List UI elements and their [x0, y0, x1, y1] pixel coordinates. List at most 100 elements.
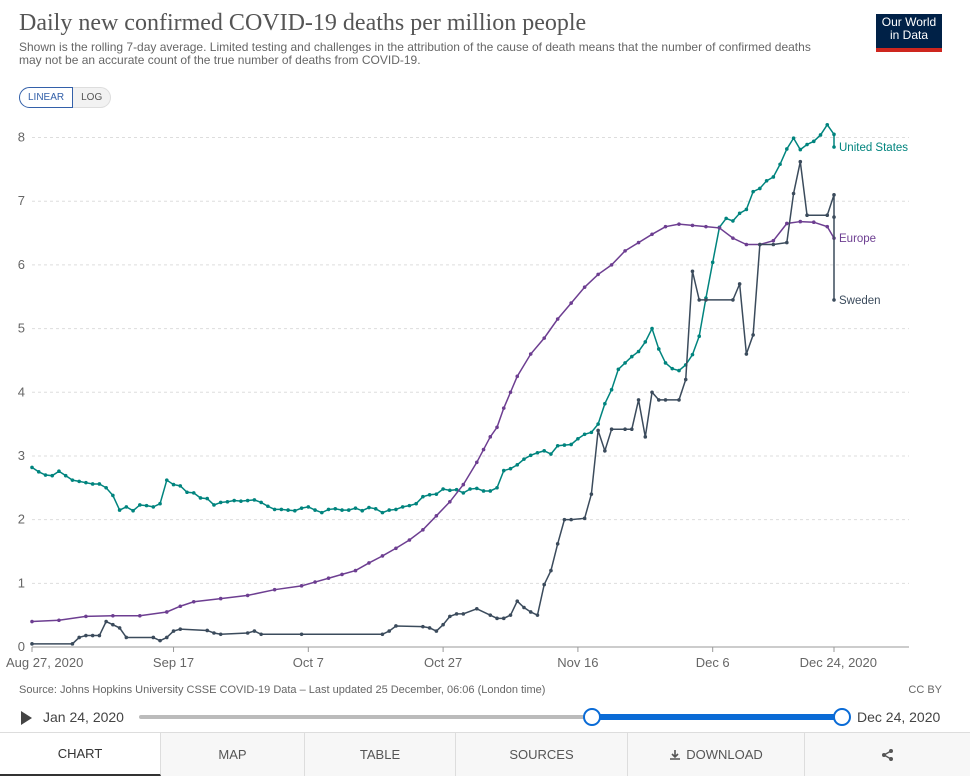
- x-tick-label: Dec 6: [696, 655, 730, 670]
- data-point-united-states: [778, 162, 782, 167]
- data-point-united-states: [299, 506, 304, 510]
- data-point-united-states: [131, 508, 135, 513]
- y-tick-label: 3: [18, 448, 25, 463]
- data-point-united-states: [367, 505, 371, 510]
- data-point-united-states: [677, 368, 681, 373]
- source-note[interactable]: Source: Johns Hopkins University CSSE CO…: [19, 684, 546, 696]
- data-point-sweden: [30, 642, 34, 646]
- data-point-united-states: [232, 498, 236, 503]
- y-tick-label: 6: [18, 257, 25, 272]
- data-point-united-states: [609, 387, 614, 392]
- y-tick-label: 2: [18, 512, 25, 527]
- data-point-united-states: [360, 508, 365, 513]
- owid-logo[interactable]: Our World in Data: [876, 14, 942, 52]
- x-tick-label: Oct 27: [424, 655, 462, 670]
- data-point-united-states: [36, 470, 41, 474]
- data-point-united-states: [117, 508, 122, 512]
- data-point-europe: [771, 238, 776, 243]
- timeline-end-date: Dec 24, 2020: [857, 709, 941, 725]
- data-point-sweden: [643, 435, 648, 439]
- logo-line-2: in Data: [889, 28, 929, 42]
- data-point-sweden: [245, 631, 250, 635]
- data-point-united-states: [50, 473, 55, 478]
- data-point-sweden: [758, 242, 762, 247]
- data-point-sweden: [212, 631, 216, 635]
- log-scale-button[interactable]: LOG: [73, 87, 112, 108]
- timeline-end-handle[interactable]: [833, 708, 851, 726]
- linear-scale-button[interactable]: LINEAR: [19, 87, 74, 108]
- x-tick-label: Aug 27, 2020: [6, 655, 83, 670]
- data-point-europe: [340, 572, 344, 577]
- license-link[interactable]: CC BY: [908, 684, 942, 696]
- data-point-united-states: [340, 508, 344, 512]
- data-point-europe: [569, 301, 573, 305]
- data-point-sweden: [805, 213, 809, 217]
- data-point-sweden: [252, 629, 257, 633]
- data-point-europe: [30, 619, 34, 624]
- data-point-europe: [394, 546, 398, 551]
- tab-download[interactable]: DOWNLOAD: [628, 733, 805, 776]
- data-point-sweden: [549, 568, 553, 573]
- y-tick-label: 7: [18, 193, 25, 208]
- data-point-united-states: [791, 136, 796, 140]
- data-point-sweden: [798, 159, 803, 164]
- data-point-sweden: [528, 610, 533, 614]
- data-point-united-states: [279, 507, 284, 512]
- tab-share[interactable]: [805, 733, 970, 776]
- data-point-europe: [272, 587, 277, 592]
- data-point-united-states: [394, 507, 398, 512]
- data-point-sweden: [656, 398, 661, 402]
- data-point-sweden: [589, 492, 594, 496]
- data-point-united-states: [805, 142, 809, 147]
- data-point-united-states: [178, 484, 183, 488]
- series-line-sweden: [32, 161, 835, 645]
- tab-sources[interactable]: SOURCES: [456, 733, 628, 776]
- data-point-united-states: [421, 494, 425, 499]
- data-point-sweden: [158, 638, 162, 643]
- data-point-united-states: [528, 453, 533, 458]
- data-point-united-states: [744, 207, 749, 212]
- y-tick-label: 5: [18, 321, 25, 336]
- data-point-sweden: [630, 427, 634, 431]
- timeline-track[interactable]: [139, 715, 841, 719]
- data-point-united-states: [138, 503, 142, 507]
- data-point-united-states: [434, 492, 439, 496]
- data-point-united-states: [266, 504, 270, 509]
- data-point-europe: [245, 593, 250, 598]
- data-point-united-states: [549, 452, 553, 456]
- play-icon[interactable]: [21, 711, 32, 725]
- tab-map[interactable]: MAP: [161, 733, 305, 776]
- data-point-united-states: [832, 145, 836, 149]
- timeline: Jan 24, 2020 Dec 24, 2020: [0, 703, 970, 731]
- data-point-united-states: [319, 510, 324, 515]
- tab-table[interactable]: TABLE: [305, 733, 456, 776]
- data-point-sweden: [825, 213, 830, 217]
- data-point-united-states: [373, 506, 378, 511]
- data-point-sweden: [737, 282, 742, 286]
- data-point-europe: [650, 232, 654, 237]
- timeline-start-handle[interactable]: [583, 708, 601, 726]
- data-point-united-states: [515, 463, 520, 467]
- tab-chart[interactable]: CHART: [0, 733, 161, 776]
- data-point-sweden: [387, 629, 391, 633]
- x-tick-label: Nov 16: [557, 655, 598, 670]
- series-line-europe: [31, 220, 835, 623]
- data-point-europe: [501, 406, 506, 410]
- data-point-united-states: [764, 179, 769, 183]
- logo-line-1: Our World: [881, 15, 937, 29]
- series-line-united-states: [31, 123, 835, 514]
- data-point-united-states: [650, 326, 654, 331]
- data-point-united-states: [508, 466, 513, 471]
- data-point-sweden: [97, 633, 102, 638]
- data-point-united-states: [84, 480, 88, 485]
- data-point-united-states: [818, 133, 823, 137]
- data-point-europe: [488, 435, 493, 439]
- data-point-europe: [367, 561, 371, 565]
- data-point-sweden: [205, 628, 210, 633]
- data-point-europe: [677, 222, 681, 226]
- data-point-europe: [528, 352, 533, 356]
- data-point-united-states: [151, 505, 156, 509]
- data-point-sweden: [832, 215, 836, 219]
- data-point-sweden: [495, 616, 499, 621]
- data-point-united-states: [448, 488, 452, 493]
